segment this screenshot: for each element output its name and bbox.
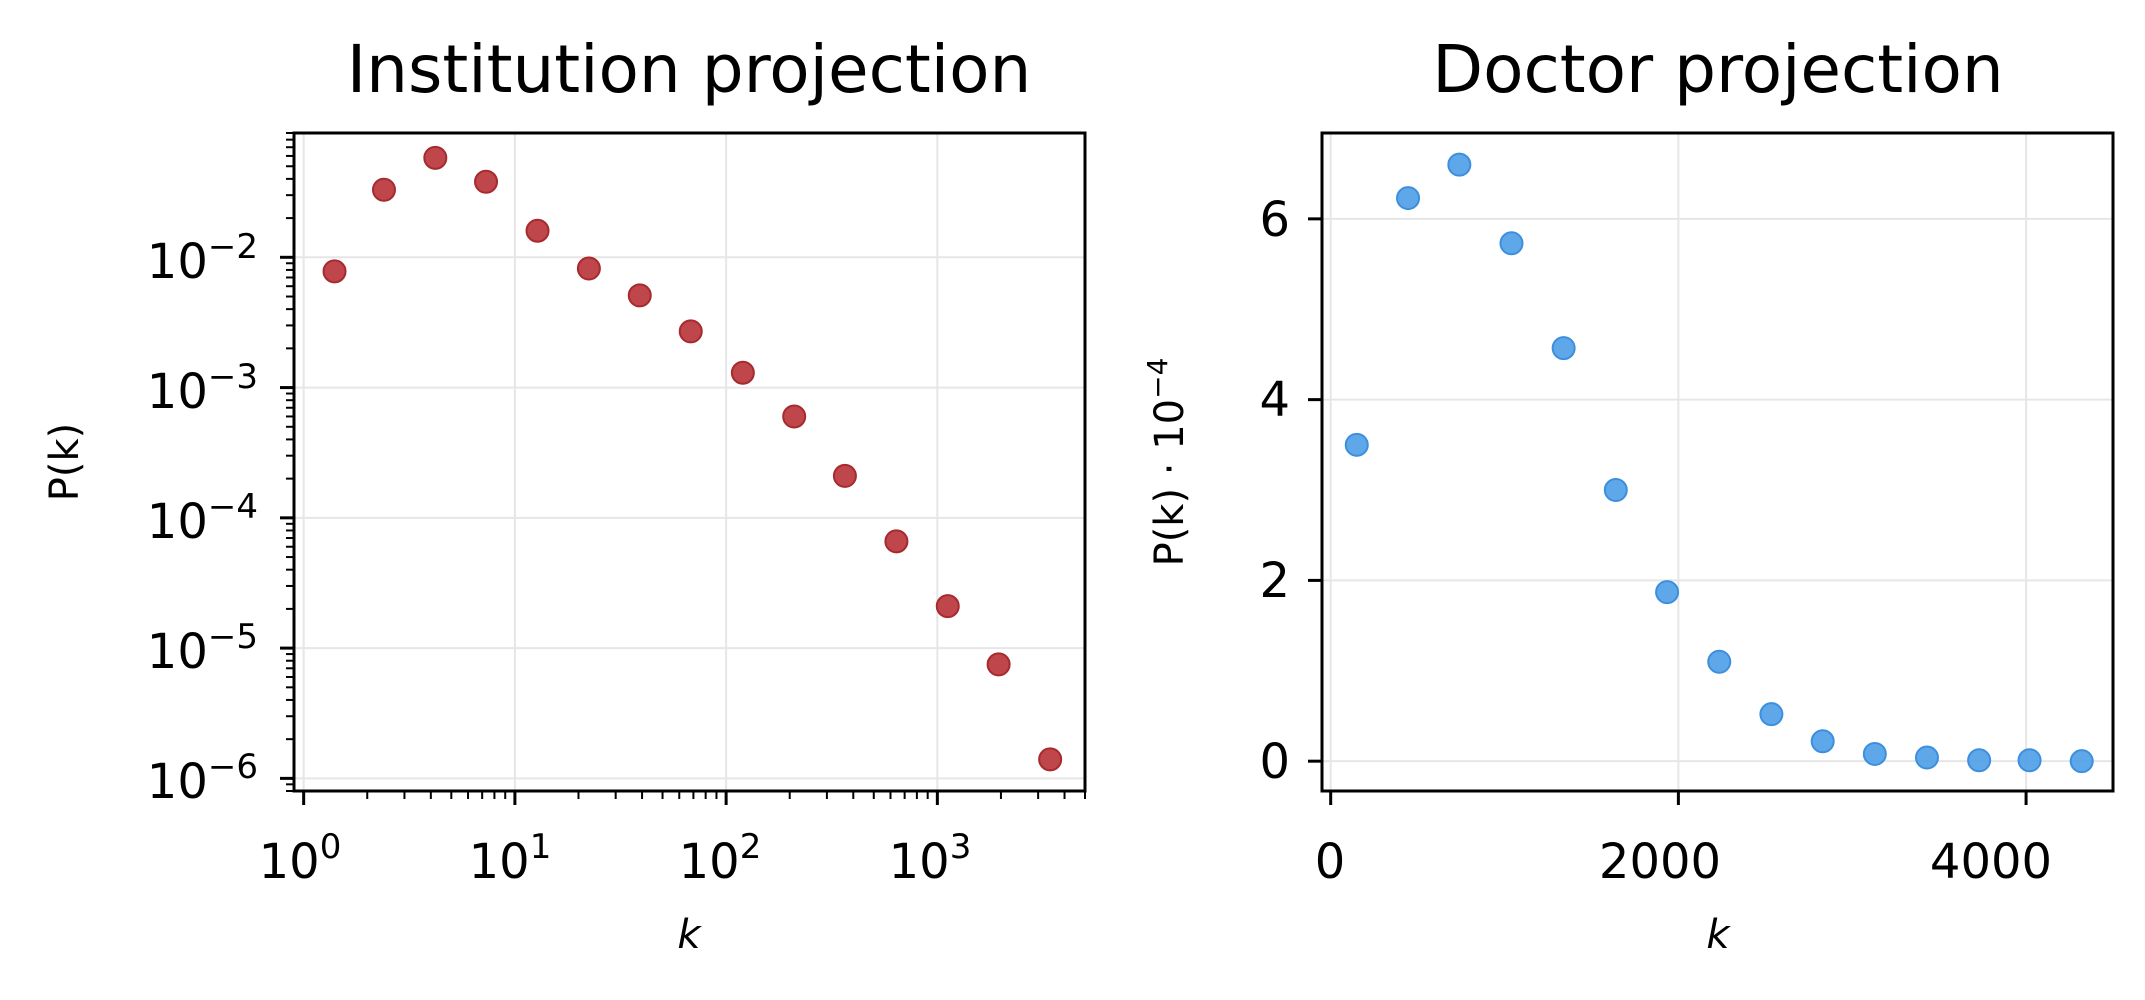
doctor-grid bbox=[1322, 133, 2113, 791]
data-point bbox=[1862, 741, 1887, 766]
x-tick-label: 101 bbox=[469, 827, 552, 890]
institution-axis-ticks bbox=[280, 132, 1086, 805]
data-point bbox=[423, 145, 448, 170]
data-point bbox=[1396, 186, 1421, 211]
data-point bbox=[1707, 649, 1732, 674]
doctor-y-axis-label: P(k) · 10−4 bbox=[1141, 358, 1193, 567]
y-tick-label: 0 bbox=[1259, 734, 1290, 790]
data-point bbox=[935, 594, 960, 619]
data-point bbox=[1967, 748, 1992, 773]
data-point bbox=[1499, 231, 1524, 256]
data-point bbox=[2069, 749, 2094, 774]
institution-data-points bbox=[322, 145, 1063, 772]
data-point bbox=[627, 283, 652, 308]
institution-grid bbox=[294, 133, 1085, 791]
data-point bbox=[1914, 745, 1939, 770]
y-tick-label: 10−3 bbox=[147, 357, 258, 420]
institution-plot-frame bbox=[292, 131, 1087, 793]
institution-projection-panel: Institution projection 100 101 102 103 1… bbox=[42, 31, 1087, 958]
institution-y-axis-label: P(k) bbox=[42, 423, 88, 502]
data-point bbox=[1447, 152, 1472, 177]
x-tick-label: 4000 bbox=[1930, 834, 2052, 890]
data-point bbox=[1655, 580, 1680, 605]
data-point bbox=[1344, 432, 1369, 457]
y-tick-label: 4 bbox=[1259, 372, 1290, 428]
y-tick-label: 10−2 bbox=[147, 227, 258, 290]
data-point bbox=[1038, 747, 1063, 772]
data-point bbox=[730, 360, 755, 385]
data-point bbox=[678, 319, 703, 344]
institution-x-tick-labels: 100 101 102 103 bbox=[259, 827, 972, 890]
institution-y-tick-labels: 10−2 10−3 10−4 10−5 10−6 bbox=[147, 227, 258, 810]
data-point bbox=[371, 177, 396, 202]
data-point bbox=[1810, 729, 1835, 754]
doctor-x-axis-label: k bbox=[1706, 912, 1731, 958]
x-tick-label: 102 bbox=[679, 827, 762, 890]
y-tick-label: 10−4 bbox=[147, 487, 258, 550]
data-point bbox=[1551, 336, 1576, 361]
doctor-projection-panel: Doctor projection 0 2000 4000 0 2 4 6 k … bbox=[1141, 31, 2115, 958]
data-point bbox=[782, 404, 807, 429]
doctor-axis-ticks bbox=[1308, 217, 2028, 805]
x-tick-label: 103 bbox=[889, 827, 972, 890]
data-point bbox=[525, 218, 550, 243]
doctor-chart-title: Doctor projection bbox=[1432, 31, 2003, 108]
data-point bbox=[576, 256, 601, 281]
doctor-plot-frame bbox=[1320, 131, 2115, 793]
institution-x-axis-label: k bbox=[677, 912, 702, 958]
y-tick-label: 10−5 bbox=[147, 617, 258, 680]
doctor-data-points bbox=[1344, 152, 2094, 774]
data-point bbox=[1603, 478, 1628, 503]
x-tick-label: 0 bbox=[1315, 834, 1346, 890]
y-tick-label: 6 bbox=[1259, 192, 1290, 248]
data-point bbox=[884, 529, 909, 554]
y-tick-label: 2 bbox=[1259, 553, 1290, 609]
doctor-x-tick-labels: 0 2000 4000 bbox=[1315, 834, 2052, 890]
data-point bbox=[1759, 702, 1784, 727]
x-tick-label: 100 bbox=[259, 827, 342, 890]
data-point bbox=[2017, 748, 2042, 773]
data-point bbox=[474, 169, 499, 194]
doctor-y-tick-labels: 0 2 4 6 bbox=[1259, 192, 1290, 790]
data-point bbox=[986, 652, 1011, 677]
data-point bbox=[832, 463, 857, 488]
data-point bbox=[322, 259, 347, 284]
institution-chart-title: Institution projection bbox=[347, 31, 1032, 108]
x-tick-label: 2000 bbox=[1599, 834, 1721, 890]
y-tick-label: 10−6 bbox=[147, 747, 258, 810]
